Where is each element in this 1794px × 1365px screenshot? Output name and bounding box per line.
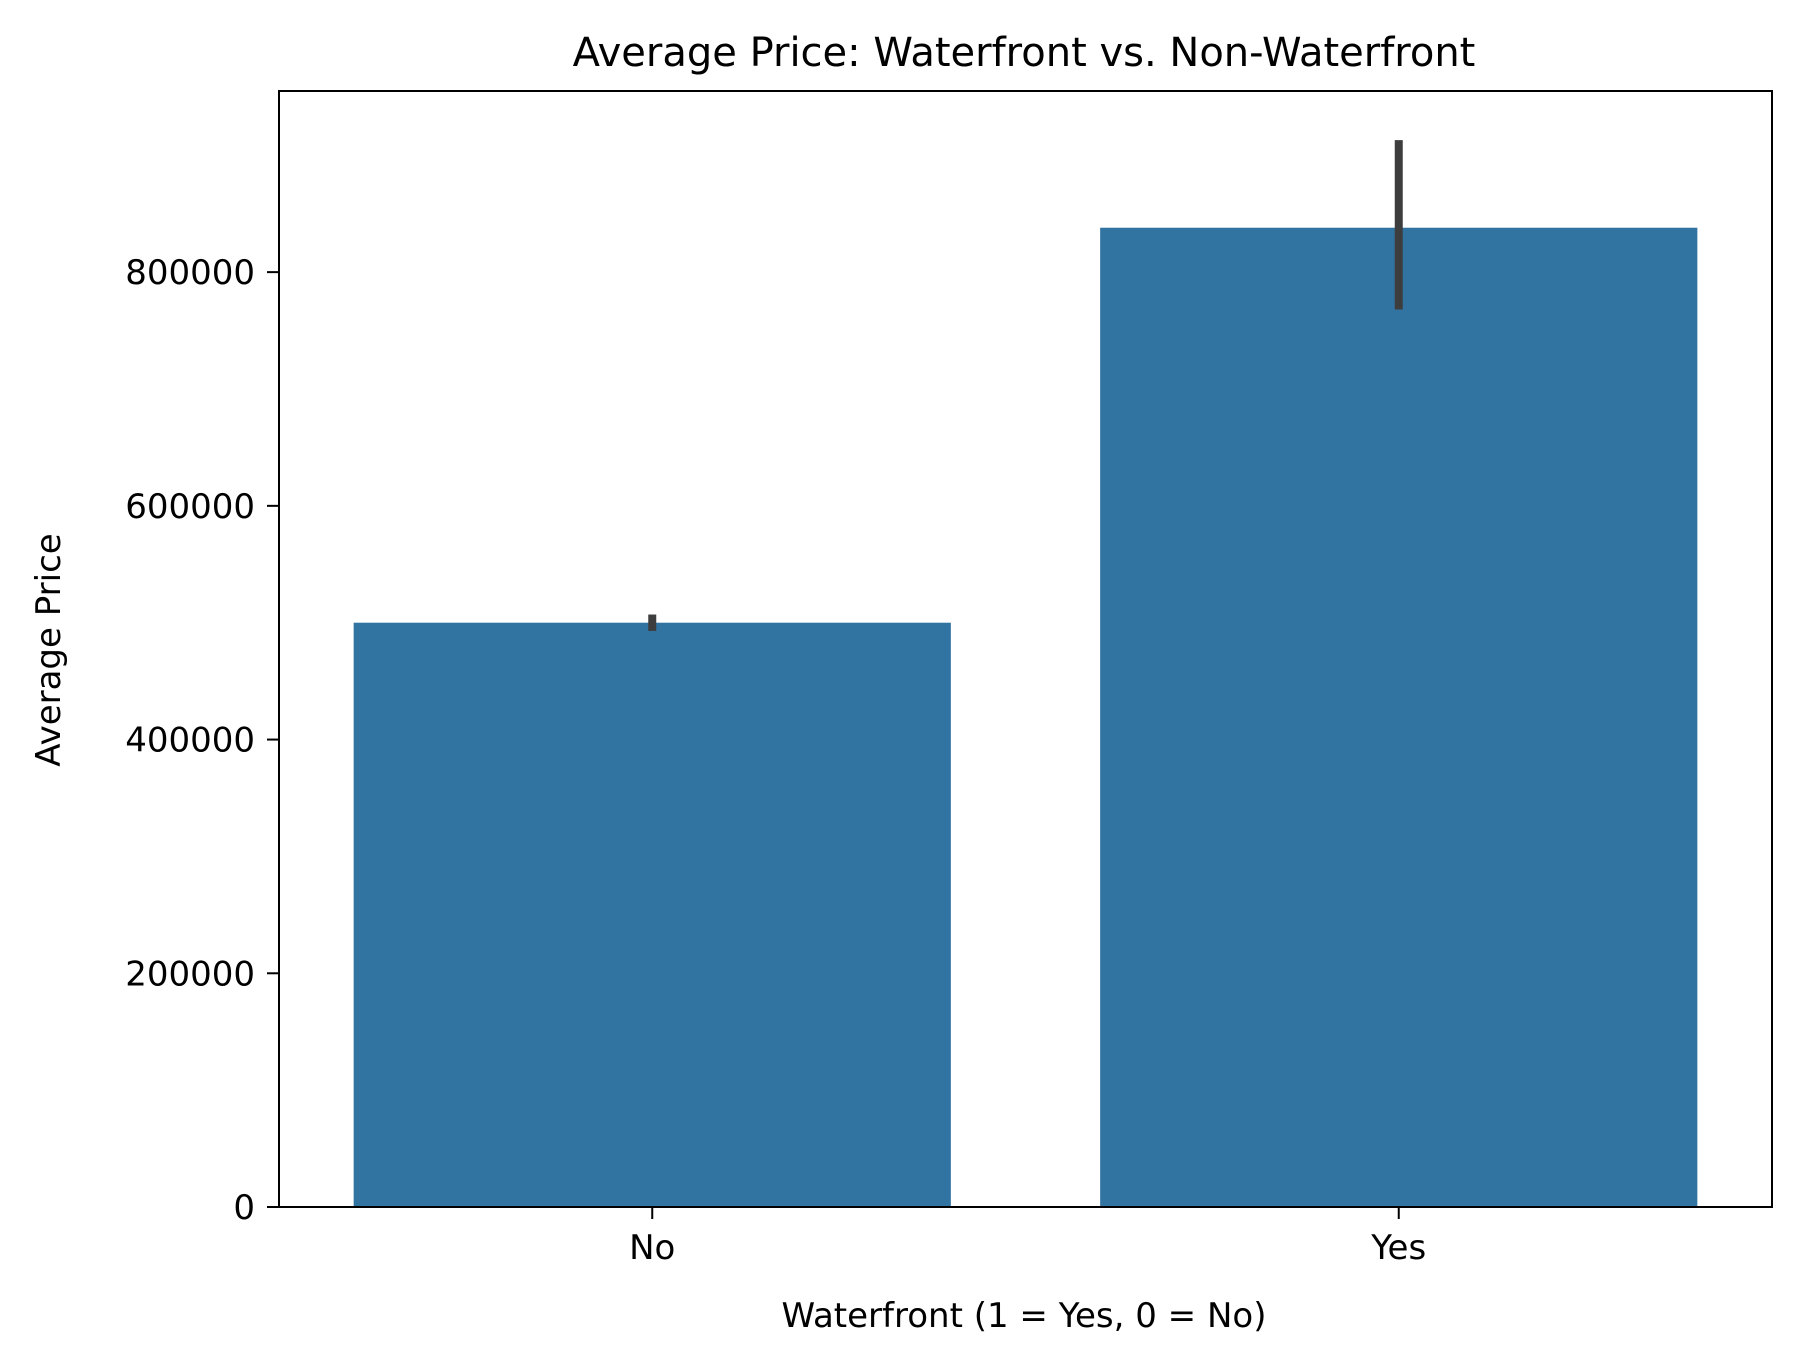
- x-tick-label: No: [629, 1228, 675, 1268]
- bars-group: [353, 227, 1698, 1207]
- error-bars-group: [648, 140, 1403, 631]
- x-axis-ticks: No Yes: [629, 1207, 1426, 1268]
- chart-title: Average Price: Waterfront vs. Non-Waterf…: [573, 30, 1476, 76]
- y-tick-label: 600000: [125, 487, 255, 527]
- y-tick-label: 200000: [125, 954, 255, 994]
- x-axis-label: Waterfront (1 = Yes, 0 = No): [782, 1296, 1267, 1336]
- y-tick-label: 0: [233, 1188, 255, 1228]
- y-axis-label: Average Price: [29, 533, 69, 766]
- plot-frame: [278, 90, 1773, 1208]
- y-axis-ticks: 0 200000 400000 600000 800000: [125, 253, 279, 1228]
- bar-yes: [1100, 227, 1698, 1207]
- y-tick-label: 400000: [125, 721, 255, 761]
- y-tick-label: 800000: [125, 253, 255, 293]
- bar-no: [353, 622, 951, 1207]
- x-tick-label: Yes: [1370, 1228, 1426, 1268]
